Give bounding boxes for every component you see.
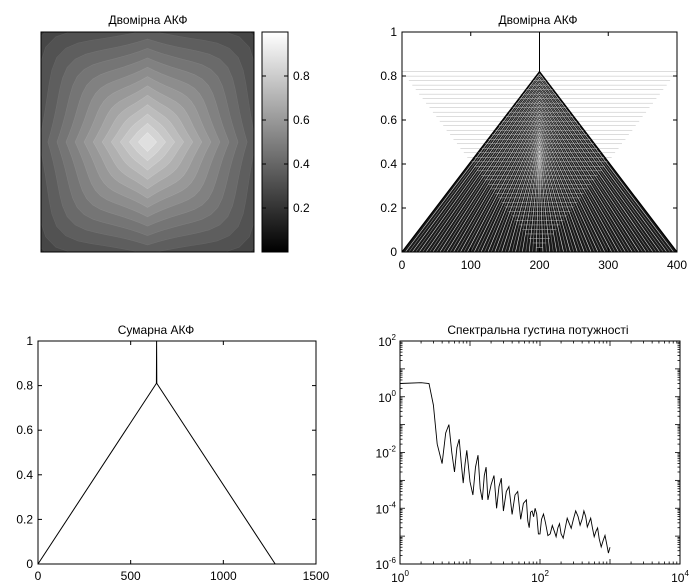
colorbar-tick-label: 0.8 xyxy=(293,69,310,83)
panel-heatmap: Двомірна АКФ 0.2 0.4 0.6 0.8 xyxy=(40,13,310,253)
summed-xtick-label: 0 xyxy=(35,569,42,583)
summed-xtick-label: 1000 xyxy=(210,569,237,583)
psd-ytick-label: 10-4 xyxy=(376,500,397,516)
psd-tick-exponent: 2 xyxy=(392,333,397,342)
colorbar xyxy=(261,31,289,253)
colorbar-tick-label: 0.4 xyxy=(293,157,310,171)
lines-xtick-label: 400 xyxy=(667,258,687,272)
psd-tick-base: 10 xyxy=(376,447,390,461)
lines-series xyxy=(412,77,667,253)
lines-series xyxy=(405,73,674,253)
lines-series xyxy=(522,150,557,253)
lines-series xyxy=(535,159,544,253)
panel-psd: Спектральна густина потужності 100 102 104… xyxy=(376,323,690,585)
psd-tick-exponent: 2 xyxy=(544,569,549,578)
lines-series xyxy=(425,86,654,253)
lines-xtick-label: 200 xyxy=(529,258,549,272)
psd-series-line xyxy=(399,382,611,554)
lines-series xyxy=(511,143,568,253)
psd-tick-base: 10 xyxy=(391,571,405,585)
summed-xtick-label: 1500 xyxy=(303,569,330,583)
lines-series xyxy=(460,109,619,253)
summed-title: Сумарна АКФ xyxy=(118,323,194,337)
lines-series xyxy=(446,100,633,253)
psd-tick-exponent: 4 xyxy=(684,569,689,578)
psd-tick-base: 10 xyxy=(378,335,392,349)
lines-series xyxy=(467,113,612,253)
lines-plot-area xyxy=(401,32,678,253)
lines-ytick-label: 0.6 xyxy=(380,113,397,127)
summed-plot-area xyxy=(37,340,276,565)
psd-ytick-label: 100 xyxy=(378,389,396,405)
psd-tick-base: 10 xyxy=(376,502,390,516)
psd-tick-exponent: -4 xyxy=(389,500,397,509)
lines-series xyxy=(487,127,592,253)
heatmap-border xyxy=(40,31,255,253)
lines-ytick-label: 0.2 xyxy=(380,201,397,215)
summed-xtick-label: 500 xyxy=(121,569,141,583)
psd-ytick-label: 10-6 xyxy=(376,556,397,572)
lines-series xyxy=(473,118,606,253)
lines-series xyxy=(525,152,554,253)
psd-ytick-label: 102 xyxy=(378,333,396,349)
psd-tick-exponent: -2 xyxy=(389,445,397,454)
colorbar-tick-label: 0.2 xyxy=(293,201,310,215)
lines-series xyxy=(453,104,626,253)
lines-xtick-label: 100 xyxy=(461,258,481,272)
psd-xtick-label: 102 xyxy=(531,569,549,585)
lines-xtick-label: 300 xyxy=(598,258,618,272)
heatmap-contours xyxy=(40,31,255,253)
panel-summed-acf: Сумарна АКФ 0 500 1000 1500 0 0.2 0.4 0.6 0.8 1 xyxy=(16,323,329,583)
summed-ytick-label: 0.2 xyxy=(16,512,33,526)
lines-ytick-label: 0.8 xyxy=(380,69,397,83)
summed-ticks: 0 500 1000 1500 0 0.2 0.4 0.6 0.8 1 xyxy=(16,334,329,583)
lines-series xyxy=(480,122,599,253)
psd-tick-base: 10 xyxy=(531,571,545,585)
psd-xtick-label: 104 xyxy=(671,569,689,585)
lines-series xyxy=(418,82,661,253)
lines-series xyxy=(518,148,561,253)
lines-series xyxy=(439,95,640,253)
panel-2d-acf-lines: Двомірна АКФ 0 100 200 300 400 0 0.2 0.4 0.6 0.8 1 xyxy=(380,13,687,272)
psd-tick-exponent: -6 xyxy=(389,556,397,565)
summed-ytick-label: 0.6 xyxy=(16,423,33,437)
lines-series xyxy=(501,136,578,253)
psd-plot-area xyxy=(399,382,611,554)
lines-series xyxy=(532,157,547,253)
lines-xtick-label: 0 xyxy=(399,258,406,272)
lines-series xyxy=(494,131,585,253)
summed-ytick-label: 1 xyxy=(26,334,33,348)
lines-series xyxy=(497,133,582,253)
lines-ytick-label: 0 xyxy=(390,245,397,259)
heatmap-title: Двомірна АКФ xyxy=(109,13,188,27)
colorbar-ticks: 0.2 0.4 0.6 0.8 xyxy=(262,69,310,215)
psd-tick-exponent: 0 xyxy=(404,569,409,578)
summed-ytick-label: 0 xyxy=(26,557,33,571)
summed-ytick-label: 0.8 xyxy=(16,379,33,393)
psd-title: Спектральна густина потужності xyxy=(447,323,628,337)
psd-ytick-label: 10-2 xyxy=(376,445,397,461)
lines-series xyxy=(515,145,564,253)
heatmap-level-18 xyxy=(137,132,158,152)
lines-series xyxy=(504,138,575,253)
lines-series xyxy=(432,91,647,253)
psd-xtick-label: 100 xyxy=(391,569,409,585)
lines-series xyxy=(508,140,571,253)
lines-title: Двомірна АКФ xyxy=(499,13,578,27)
psd-tick-base: 10 xyxy=(671,571,685,585)
psd-tick-base: 10 xyxy=(378,391,392,405)
lines-ytick-label: 0.4 xyxy=(380,157,397,171)
colorbar-tick-label: 0.6 xyxy=(293,113,310,127)
summed-axes-box xyxy=(37,340,317,565)
psd-tick-base: 10 xyxy=(376,558,390,572)
psd-tick-exponent: 0 xyxy=(392,389,397,398)
summed-series-line xyxy=(37,340,276,565)
lines-ytick-label: 1 xyxy=(390,25,397,39)
lines-ticks: 0 100 200 300 400 0 0.2 0.4 0.6 0.8 1 xyxy=(380,25,687,272)
lines-series xyxy=(528,155,551,253)
summed-ytick-label: 0.4 xyxy=(16,468,33,482)
